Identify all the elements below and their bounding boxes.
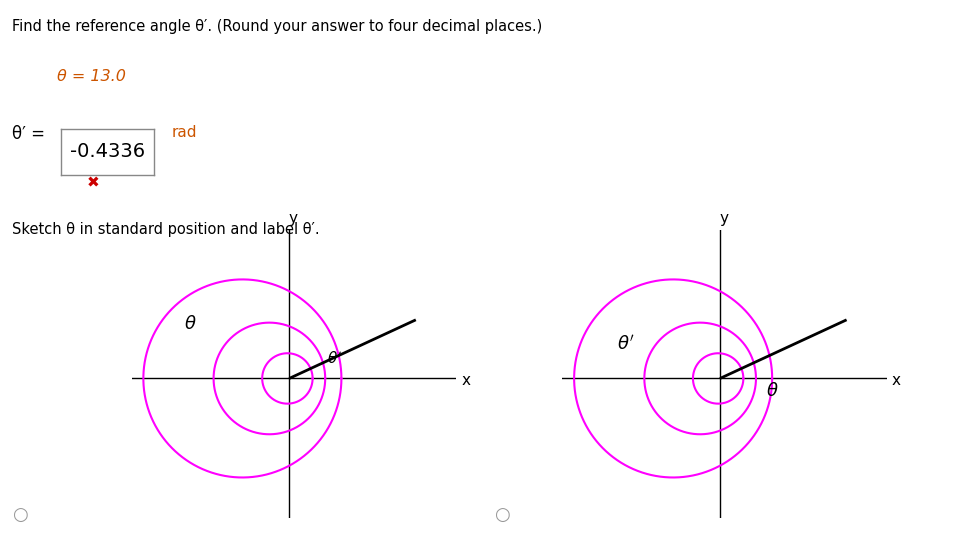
Text: -0.4336: -0.4336 xyxy=(69,142,145,161)
Text: $\theta'$: $\theta'$ xyxy=(616,335,634,354)
Text: $\theta$: $\theta$ xyxy=(184,315,197,334)
Text: rad: rad xyxy=(171,125,197,140)
Text: x: x xyxy=(891,373,900,388)
Text: θ = 13.0: θ = 13.0 xyxy=(57,69,125,84)
Text: Sketch θ in standard position and label θ′.: Sketch θ in standard position and label … xyxy=(12,222,319,237)
Text: $\theta'$: $\theta'$ xyxy=(327,350,342,367)
Text: ○: ○ xyxy=(12,506,27,524)
Text: ✖: ✖ xyxy=(87,176,100,191)
Text: x: x xyxy=(461,373,469,388)
Text: ○: ○ xyxy=(494,506,510,524)
Text: θ′ =: θ′ = xyxy=(12,125,50,142)
Text: y: y xyxy=(718,211,728,226)
Text: Find the reference angle θ′. (Round your answer to four decimal places.): Find the reference angle θ′. (Round your… xyxy=(12,19,542,34)
Text: y: y xyxy=(288,211,297,226)
Text: $\theta$: $\theta$ xyxy=(765,382,778,400)
